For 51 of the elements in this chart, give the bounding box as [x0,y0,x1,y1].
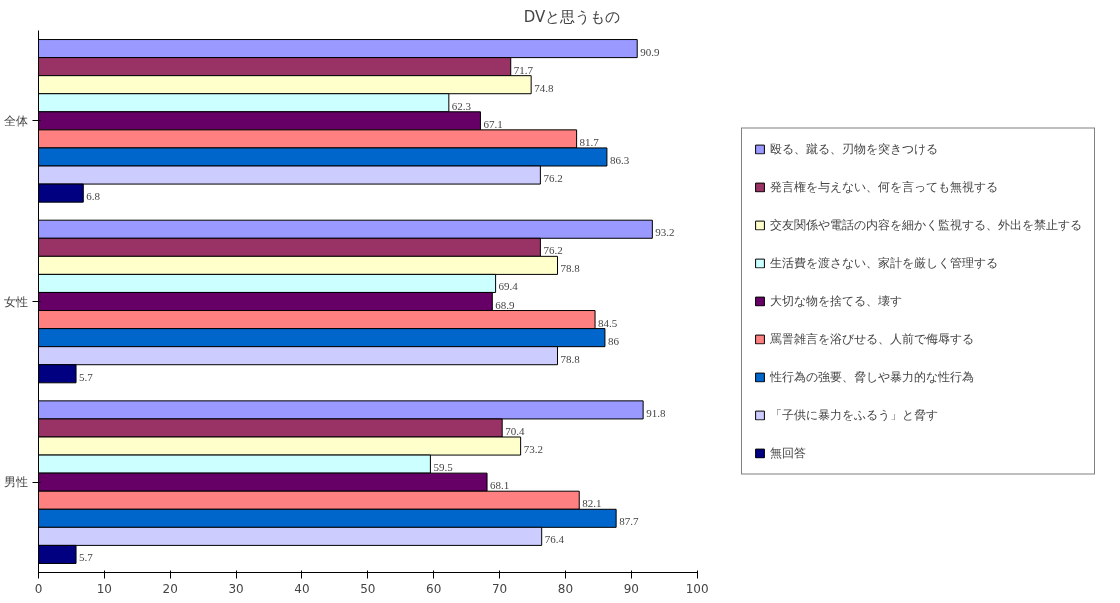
data-label: 6.8 [86,190,101,203]
data-label: 68.1 [490,479,510,492]
legend-label: 生活費を渡さない、家計を厳しく管理する [770,254,998,272]
legend-label: 大切な物を捨てる、壊す [770,292,902,310]
data-label: 69.4 [498,280,519,293]
x-tick-label: 70 [491,581,508,596]
data-label: 76.4 [544,533,565,546]
y-tick-label: 女性 [3,294,28,309]
x-tick-label: 90 [623,581,639,596]
data-label: 78.8 [560,352,581,365]
x-tick-label: 0 [34,581,43,596]
y-tick-label: 男性 [3,475,28,490]
x-tick-label: 20 [162,581,178,596]
data-label: 71.7 [513,63,534,76]
x-tick-label: 40 [294,581,310,596]
data-label: 76.2 [543,244,563,257]
data-label: 93.2 [655,226,675,239]
x-tick-label: 100 [685,581,709,596]
data-label: 67.1 [483,117,503,130]
x-tick-label: 10 [96,581,113,596]
data-label: 86 [607,334,620,347]
legend-label: 罵詈雑言を浴びせる、人前で侮辱する [770,330,974,348]
y-tick-label: 全体 [3,113,28,128]
data-label: 59.5 [433,461,454,474]
data-label: 90.9 [640,45,660,58]
x-tick-label: 60 [426,581,442,596]
legend-label: 無回答 [770,444,806,462]
data-label: 78.8 [560,262,581,275]
legend-label: 性行為の強要、脅しや暴力的な性行為 [770,368,974,386]
data-label: 84.5 [598,316,618,329]
legend-label: 交友関係や電話の内容を細かく監視する、外出を禁止する [770,216,1082,234]
data-label: 76.2 [543,172,563,185]
data-label: 70.4 [505,424,525,437]
data-label: 82.1 [582,497,602,510]
x-tick-label: 30 [228,581,244,596]
data-label: 87.7 [619,515,639,528]
data-label: 5.7 [79,370,94,383]
legend-label: 発言権を与えない、何を言っても無視する [770,178,998,196]
x-tick-label: 80 [557,581,574,596]
legend-label: 「子供に暴力をふるう」と脅す [770,406,938,424]
data-label: 86.3 [609,153,630,166]
data-label: 68.9 [495,298,516,311]
data-label: 74.8 [534,81,554,94]
x-tick-label: 50 [360,581,376,596]
data-label: 73.2 [523,443,543,456]
data-label: 62.3 [451,99,472,112]
data-label: 81.7 [579,135,600,148]
legend-label: 殴る、蹴る、刃物を突きつける [770,140,938,158]
data-label: 5.7 [79,551,94,564]
chart-title: DVと思うもの [523,7,621,26]
data-label: 91.8 [646,406,666,419]
